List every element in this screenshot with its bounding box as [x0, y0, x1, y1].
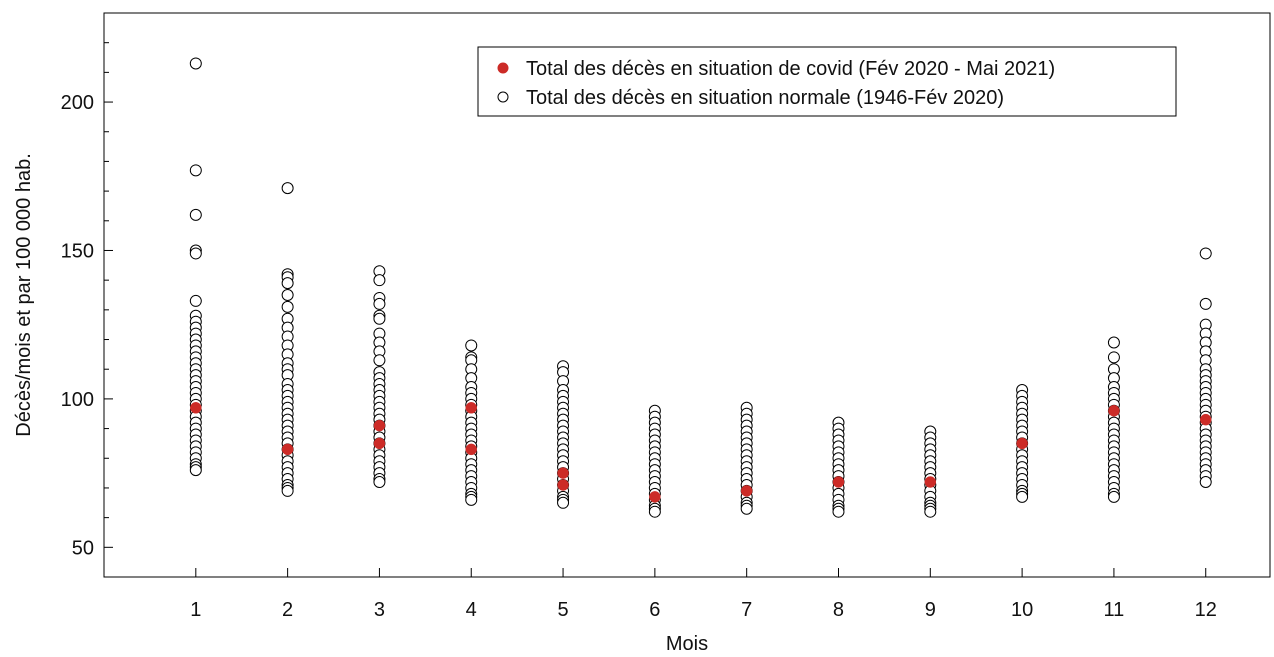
x-axis-title: Mois	[666, 633, 708, 655]
normal-point	[465, 339, 478, 352]
normal-point	[1107, 351, 1120, 364]
legend-label-covid: Total des décès en situation de covid (F…	[526, 58, 1055, 80]
covid-point	[1199, 413, 1212, 426]
normal-point	[1199, 476, 1212, 489]
normal-series-points	[189, 57, 1212, 518]
normal-point	[1107, 336, 1120, 349]
x-tick-label: 12	[1195, 599, 1217, 621]
normal-point	[281, 484, 294, 497]
covid-point	[373, 437, 386, 450]
y-axis: 50 100 150 200	[61, 12, 113, 578]
legend: Total des décès en situation de covid (F…	[477, 46, 1177, 117]
covid-point	[832, 476, 845, 488]
normal-point	[1199, 247, 1212, 260]
normal-point	[832, 505, 845, 518]
x-tick-label: 1	[190, 599, 201, 621]
normal-point	[1016, 490, 1029, 503]
normal-point	[740, 502, 753, 515]
y-tick-label: 150	[61, 240, 94, 262]
x-tick-label: 9	[925, 599, 936, 621]
x-tick-label: 5	[557, 599, 568, 621]
covid-point	[740, 485, 753, 497]
normal-point	[1199, 297, 1212, 310]
normal-point	[189, 57, 202, 70]
x-tick-label: 11	[1104, 599, 1125, 621]
x-tick-label: 3	[374, 599, 385, 621]
x-tick-label: 4	[466, 599, 477, 621]
y-tick-label: 200	[61, 92, 94, 114]
x-tick-label: 8	[833, 599, 844, 621]
legend-marker-covid	[497, 62, 509, 74]
normal-point	[189, 208, 202, 221]
normal-point	[1107, 490, 1120, 503]
x-tick-label: 6	[649, 599, 660, 621]
x-axis: 1 2 3 4 5 6 7 8 9 10 11 12	[190, 568, 1217, 621]
x-tick-label: 7	[741, 599, 752, 621]
covid-point	[1108, 405, 1120, 417]
normal-point	[281, 300, 294, 313]
y-tick-label: 50	[72, 537, 94, 559]
covid-point	[649, 491, 661, 503]
legend-marker-normal	[497, 91, 509, 103]
legend-label-normal: Total des décès en situation normale (19…	[526, 87, 1004, 109]
covid-point	[924, 476, 937, 488]
normal-point	[924, 505, 937, 518]
covid-point	[465, 402, 477, 414]
covid-point	[190, 402, 202, 414]
covid-point	[557, 479, 569, 491]
normal-point	[557, 496, 570, 509]
normal-point	[189, 294, 202, 307]
covid-point	[465, 443, 477, 456]
plot-frame	[103, 12, 1271, 578]
y-tick-label: 100	[61, 389, 94, 411]
covid-point	[373, 419, 386, 432]
normal-point	[281, 277, 294, 290]
normal-point	[281, 289, 294, 301]
normal-point	[189, 464, 202, 477]
normal-point	[648, 505, 661, 518]
y-axis-title: Décès/mois et par 100 000 hab.	[13, 153, 35, 437]
covid-series-points	[190, 402, 1212, 503]
normal-point	[373, 354, 386, 367]
x-tick-label: 2	[282, 599, 293, 621]
covid-point	[557, 467, 569, 479]
normal-point	[373, 274, 386, 287]
normal-point	[189, 247, 202, 260]
normal-point	[281, 182, 294, 195]
covid-point	[281, 443, 294, 456]
legend-box	[477, 46, 1177, 117]
x-tick-label: 10	[1011, 599, 1033, 621]
covid-point	[1016, 437, 1028, 450]
normal-point	[189, 164, 202, 177]
normal-point	[373, 297, 386, 310]
normal-point	[373, 312, 386, 325]
normal-point	[373, 476, 386, 489]
normal-point	[465, 493, 478, 506]
